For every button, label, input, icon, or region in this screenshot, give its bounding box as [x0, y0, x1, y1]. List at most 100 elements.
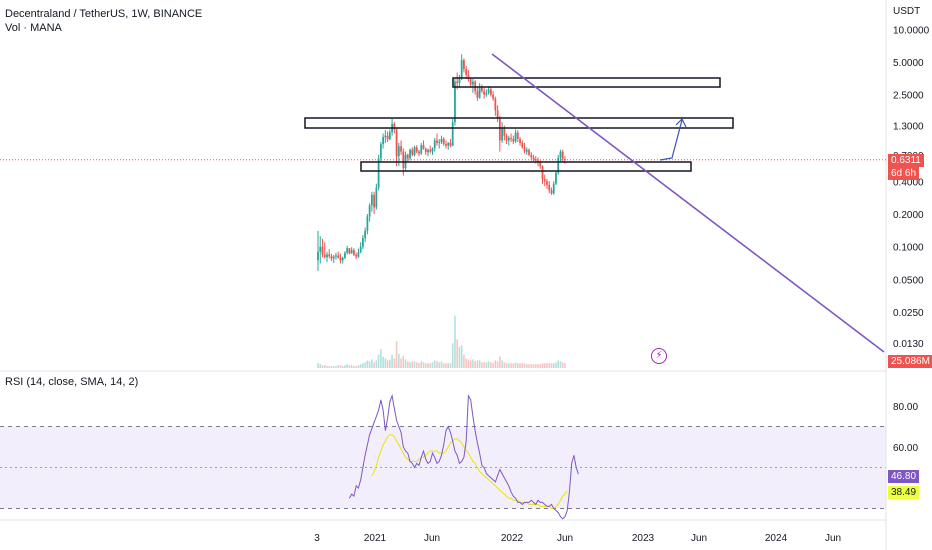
volume-bar [458, 347, 461, 368]
candle-body [348, 248, 351, 254]
rsi-tick-label: 60.00 [893, 443, 918, 454]
candle-body [332, 256, 335, 259]
volume-bar [451, 343, 454, 368]
volume-bar [467, 359, 470, 368]
candle-body [357, 252, 360, 257]
volume-bar [339, 365, 342, 368]
volume-bar [362, 363, 364, 368]
volume-bar [389, 359, 391, 368]
price-tick-label: 5.0000 [893, 58, 924, 69]
volume-bar [508, 363, 510, 368]
time-tick-label: 2024 [765, 533, 788, 544]
rsi-band-fill [0, 426, 886, 509]
volume-bar [463, 354, 465, 368]
price-tick-label: 0.1000 [893, 243, 924, 254]
candle-body [377, 158, 380, 188]
volume-bar [478, 360, 481, 368]
volume-bar [485, 362, 488, 368]
volume-bar [353, 366, 355, 368]
volume-bar [364, 362, 366, 368]
volume-bar [469, 360, 472, 368]
volume-bar [514, 362, 517, 368]
candle-body [415, 147, 418, 152]
volume-bar [523, 363, 526, 368]
candle-body [449, 142, 452, 146]
candle-body [456, 81, 459, 84]
price-tick-label: 0.0500 [893, 275, 924, 286]
candle-body [512, 138, 515, 142]
volume-bar [330, 366, 333, 368]
volume-bar [424, 363, 427, 368]
volume-bar [555, 362, 557, 368]
candle-body [319, 246, 322, 252]
candle-body [494, 98, 497, 111]
rsi-ma-line [371, 434, 568, 509]
volume-bar [499, 356, 501, 368]
candle-body [431, 148, 434, 152]
candle-body [321, 246, 324, 255]
candle-body [496, 110, 499, 119]
volume-bar [487, 361, 490, 368]
volume-bar [492, 363, 494, 368]
candle-body [382, 137, 385, 145]
countdown-tag: 6d 6h [888, 167, 920, 180]
candle-body [388, 132, 391, 139]
lightning-icon[interactable]: ⚡ [651, 348, 667, 364]
candle-body [543, 178, 546, 182]
volume-bar [483, 362, 485, 368]
candle-body [507, 138, 510, 141]
candle-body [429, 149, 432, 152]
volume-bar [384, 358, 387, 368]
volume-bar [559, 361, 562, 368]
candle-body [359, 246, 362, 253]
volume-bar [517, 363, 519, 368]
volume-bar [456, 339, 458, 368]
volume-bar [496, 361, 499, 368]
volume-bar [332, 366, 335, 368]
candle-body [478, 87, 481, 98]
volume-bar [494, 360, 497, 368]
candle-body [339, 257, 342, 261]
candle-body [422, 145, 425, 149]
candle-body [472, 81, 474, 85]
volume-bar [407, 361, 409, 368]
candle-body [447, 142, 450, 146]
resistance-zone-upper [304, 117, 734, 129]
candle-body [335, 255, 337, 257]
candle-body [330, 256, 333, 259]
candle-body [454, 81, 456, 123]
candle-body [438, 141, 441, 143]
volume-bar [371, 359, 373, 368]
candle-body [528, 149, 530, 155]
candle-body [489, 89, 492, 95]
candle-body [534, 159, 537, 161]
volume-bar [525, 364, 528, 368]
volume-bar [541, 363, 544, 368]
volume-bar [431, 362, 434, 368]
candle-body [379, 144, 382, 159]
candle-body [353, 250, 355, 255]
volume-bar [319, 364, 322, 368]
candle-body [418, 151, 420, 154]
candle-body [555, 172, 557, 184]
volume-bar [366, 360, 369, 368]
volume-bar [429, 363, 432, 368]
candle-body [552, 183, 555, 194]
candle-body [420, 145, 423, 154]
candle-body [523, 147, 526, 152]
candle-body [433, 140, 436, 149]
candle-body [384, 135, 387, 138]
candle-body [341, 257, 344, 261]
time-tick-label: 2021 [364, 533, 387, 544]
volume-bar [501, 360, 503, 368]
volume-bar [355, 366, 357, 368]
time-tick-label: 3 [314, 533, 320, 544]
symbol-title: Decentraland / TetherUS, 1W, BINANCE [5, 8, 203, 20]
volume-bar [438, 362, 441, 368]
candle-body [337, 255, 340, 258]
candle-body [328, 254, 331, 257]
candle-body [505, 135, 508, 141]
volume-bar [476, 360, 479, 368]
